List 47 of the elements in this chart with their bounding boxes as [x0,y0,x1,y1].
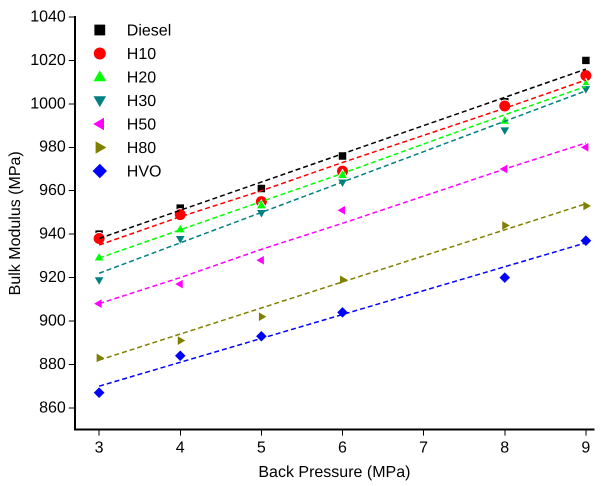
point [174,349,187,362]
y-tick-label: 880 [39,356,66,373]
x-tick-label: 3 [94,440,104,457]
point [258,310,268,322]
point [336,204,346,216]
x-tick-label: 4 [176,440,185,457]
y-tick-label: 1000 [30,95,66,112]
y-tick-label: 900 [39,312,66,330]
y-tick-label: 860 [39,399,66,416]
legend-label: H80 [126,140,156,157]
point [93,276,105,286]
x-tick-label: 9 [581,440,590,457]
y-axis-title: Bulk Modulus (MPa) [7,151,24,296]
point [256,184,266,194]
x-tick-label: 6 [338,440,348,457]
y-tick-label: 960 [39,182,66,200]
legend-label: H10 [126,46,156,63]
legend-label: H30 [126,92,156,110]
x-tick-label: 8 [500,440,510,457]
legend-label: Diesel [126,22,172,40]
point [501,220,512,232]
point [176,334,187,346]
legend-label: HVO [126,163,162,180]
x-tick-label: 7 [419,440,428,457]
y-tick-label: 980 [39,138,66,156]
x-tick-label: 5 [256,440,266,457]
point [499,126,510,136]
point [498,100,512,113]
point [581,56,591,66]
x-axis-title: Back Pressure (MPa) [258,464,410,481]
point [338,151,348,161]
point [582,200,592,212]
point [92,298,103,310]
legend-label: H20 [126,69,156,86]
y-tick-label: 920 [39,268,66,286]
point [254,330,268,343]
point [336,306,350,319]
y-tick-label: 940 [39,226,66,243]
point [174,235,186,245]
point [579,234,592,248]
point [92,386,106,400]
y-tick-label: 1040 [30,8,66,26]
point [498,271,512,284]
legend-label: H50 [126,116,156,134]
point [92,232,106,245]
y-tick-label: 1020 [30,52,66,69]
point [93,252,105,262]
